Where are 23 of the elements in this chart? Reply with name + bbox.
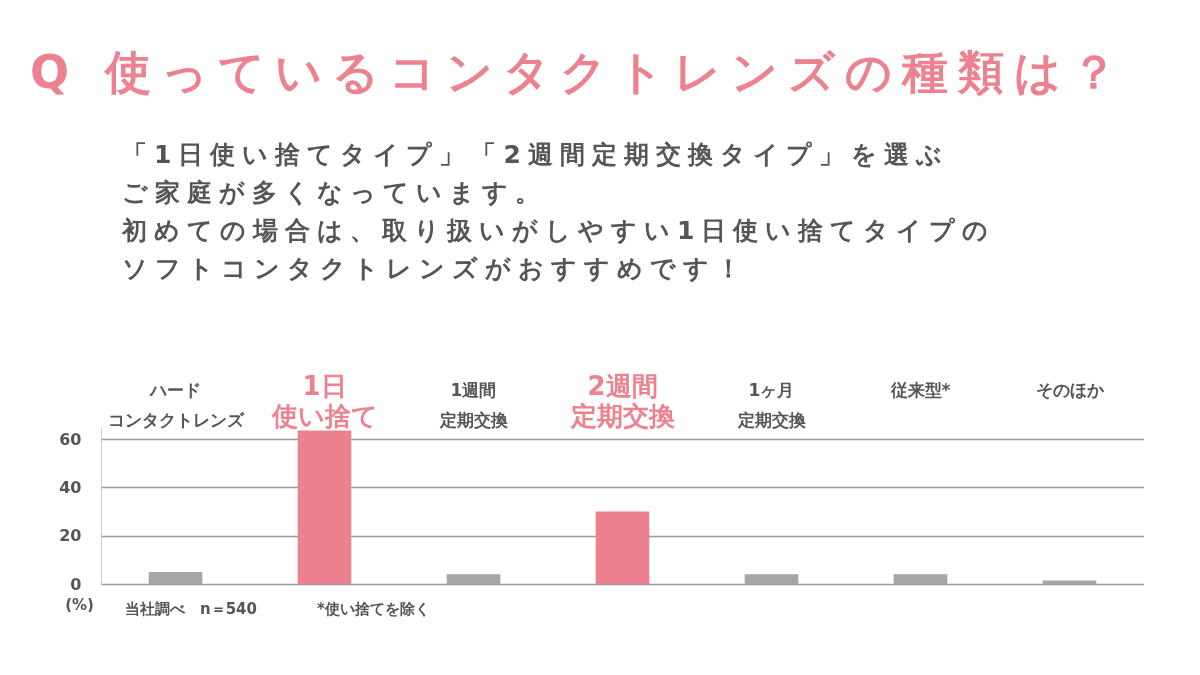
- bar: [1042, 580, 1097, 584]
- chart-subtitle: 「1日使い捨てタイプ」「2週間定期交換タイプ」を選ぶご家庭が多くなっています。初めての場合は、取り扱いがしやすい1日使い捨てタイプのソフトコンタクトレンズがおすすめです！: [122, 139, 996, 285]
- bar: [446, 574, 501, 584]
- bar: [893, 574, 948, 584]
- y-tick-label: 0: [70, 574, 82, 594]
- bar: [297, 430, 352, 584]
- text: *使い捨てを除く: [317, 600, 430, 619]
- x-tick-label: ハードコンタクトレンズ: [107, 379, 245, 430]
- x-tick-label: 1日使い捨て: [270, 370, 378, 431]
- text: 当社調べ n＝540: [125, 600, 257, 619]
- chart-title: Q 使っているコンタクトレンズの種類は？: [30, 44, 1128, 101]
- x-tick-label: そのほか: [1035, 379, 1105, 400]
- bar: [148, 571, 203, 584]
- bar: [744, 574, 799, 584]
- y-axis-title: (%): [65, 595, 94, 614]
- y-tick-label: 60: [59, 429, 82, 449]
- y-tick-label: 40: [59, 477, 82, 497]
- y-tick-label: 20: [59, 526, 82, 546]
- x-tick-label: 1ヶ月定期交換: [736, 379, 807, 430]
- x-tick-label: 1週間定期交換: [438, 379, 509, 430]
- bar: [595, 511, 650, 584]
- x-tick-label: 従来型*: [889, 379, 951, 400]
- x-tick-label: 2週間定期交換: [569, 370, 675, 431]
